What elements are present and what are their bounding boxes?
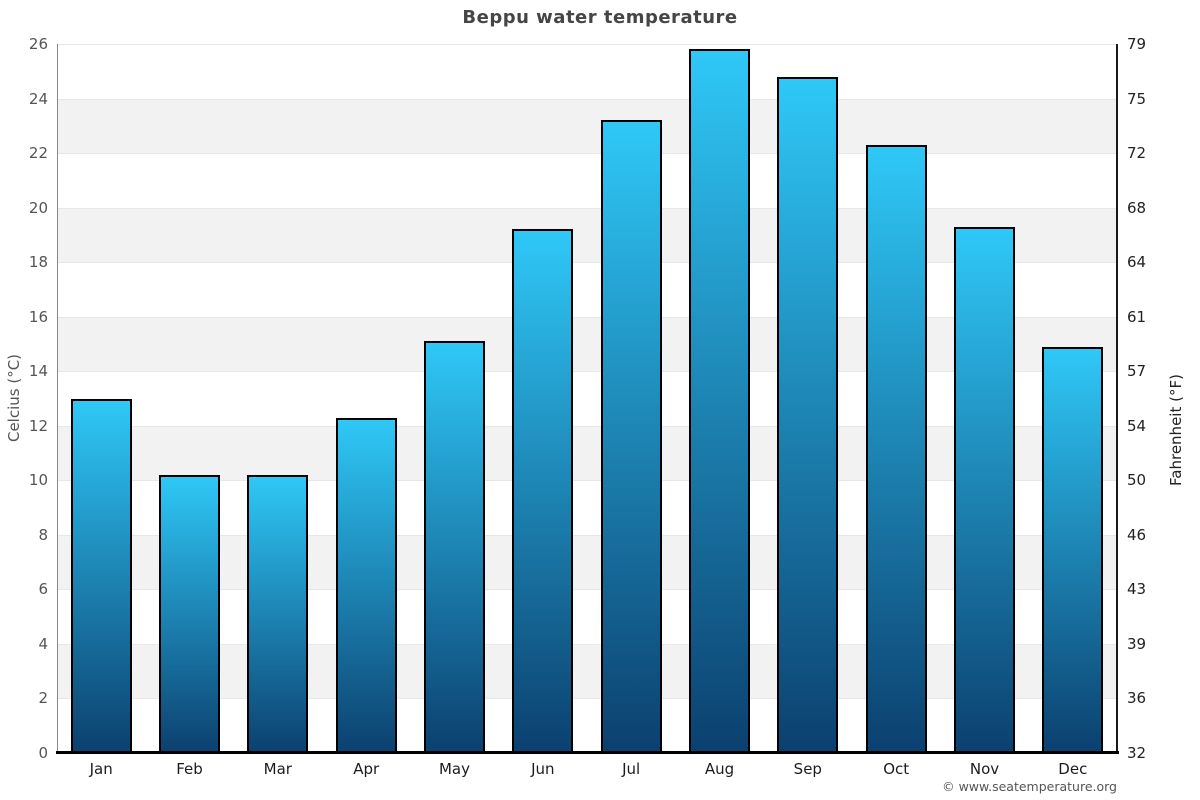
grid-band bbox=[57, 589, 1117, 644]
y-axis-left-tick-label: 18 bbox=[28, 253, 48, 272]
y-axis-right-tick-label: 32 bbox=[1127, 744, 1147, 762]
y-axis-right-tick-label: 79 bbox=[1127, 35, 1147, 53]
chart-title: Beppu water temperature bbox=[462, 7, 738, 28]
x-axis-label-oct: Oct bbox=[883, 760, 910, 778]
grid-band bbox=[57, 44, 1117, 99]
y-axis-right-tick-label: 50 bbox=[1127, 471, 1147, 490]
temperature-bar-jan bbox=[70, 398, 132, 753]
copyright-text: © www.seatemperature.org bbox=[942, 779, 1117, 794]
y-axis-left-tick-label: 10 bbox=[28, 471, 48, 490]
x-axis-label-jul: Jul bbox=[622, 760, 641, 778]
y-axis-right-tick-label: 46 bbox=[1127, 525, 1147, 544]
y-axis-left-tick-label: 4 bbox=[38, 634, 48, 653]
plot-area bbox=[57, 44, 1117, 753]
y-axis-left-tick-label: 8 bbox=[38, 525, 48, 544]
y-axis-left-tick-label: 0 bbox=[38, 744, 48, 762]
grid-band bbox=[57, 534, 1117, 590]
y-axis-line-left bbox=[57, 44, 58, 753]
x-axis-label-sep: Sep bbox=[793, 760, 822, 778]
y-axis-right-tick-label: 72 bbox=[1127, 144, 1147, 163]
x-axis-label-mar: Mar bbox=[263, 760, 292, 778]
temperature-bar-sep bbox=[777, 76, 839, 753]
temperature-bar-jul bbox=[600, 120, 662, 753]
x-axis-labels: Jan Feb Mar Apr May Jun Jul Aug Sep Oct Nov Dec bbox=[57, 760, 1117, 784]
y-axis-left-tick-label: 6 bbox=[38, 580, 48, 599]
temperature-bar-apr bbox=[335, 417, 397, 753]
temperature-bar-oct bbox=[865, 144, 927, 753]
y-axis-left-tick-label: 20 bbox=[28, 198, 48, 217]
y-axis-left-ticks: 26 24 22 20 18 16 14 12 10 8 6 4 2 0 bbox=[0, 35, 48, 762]
y-axis-right-tick-label: 36 bbox=[1127, 689, 1147, 708]
grid-band bbox=[57, 153, 1117, 208]
y-axis-right-tick-label: 57 bbox=[1127, 362, 1147, 381]
temperature-bar-aug bbox=[689, 49, 750, 753]
y-axis-line-right bbox=[1116, 44, 1118, 753]
x-axis-line bbox=[56, 751, 1119, 754]
temperature-bar-mar bbox=[247, 474, 309, 753]
grid-band bbox=[57, 316, 1117, 372]
y-axis-right-tick-label: 39 bbox=[1127, 634, 1147, 653]
x-axis-label-dec: Dec bbox=[1058, 760, 1088, 778]
y-axis-left-tick-label: 16 bbox=[28, 307, 48, 326]
temperature-bar-jun bbox=[512, 229, 574, 753]
grid-band bbox=[57, 480, 1117, 535]
y-axis-left-tick-label: 26 bbox=[28, 35, 48, 53]
y-axis-right-tick-label: 64 bbox=[1127, 253, 1147, 272]
x-axis-label-may: May bbox=[438, 760, 470, 778]
y-axis-right-ticks: 79 75 72 68 64 61 57 54 50 46 43 39 36 32 bbox=[1127, 35, 1187, 762]
grid-band bbox=[57, 98, 1117, 154]
y-axis-right-tick-label: 54 bbox=[1127, 416, 1147, 435]
temperature-bar-dec bbox=[1042, 346, 1104, 753]
grid-band bbox=[57, 698, 1117, 753]
x-axis-label-feb: Feb bbox=[176, 760, 203, 778]
y-axis-right-title: Fahrenheit (°F) bbox=[1167, 374, 1185, 486]
grid-band bbox=[57, 262, 1117, 317]
y-axis-left-tick-label: 12 bbox=[28, 416, 48, 435]
x-axis-label-aug: Aug bbox=[704, 760, 735, 778]
temperature-bar-nov bbox=[954, 226, 1015, 753]
y-axis-right-tick-label: 61 bbox=[1127, 307, 1147, 326]
x-axis-label-jun: Jun bbox=[531, 760, 555, 778]
y-axis-right-tick-label: 43 bbox=[1127, 580, 1147, 599]
y-axis-left-title: Celcius (°C) bbox=[5, 353, 23, 443]
y-axis-left-tick-label: 14 bbox=[28, 362, 48, 381]
grid-band bbox=[57, 207, 1117, 263]
temperature-bar-feb bbox=[159, 474, 220, 753]
grid-band bbox=[57, 371, 1117, 426]
x-axis-label-nov: Nov bbox=[969, 760, 1000, 778]
y-axis-left-tick-label: 24 bbox=[28, 89, 48, 108]
grid-band bbox=[57, 425, 1117, 481]
y-axis-right-tick-label: 75 bbox=[1127, 89, 1147, 108]
grid-band bbox=[57, 643, 1117, 699]
y-axis-right-tick-label: 68 bbox=[1127, 198, 1147, 217]
temperature-bar-may bbox=[424, 341, 485, 753]
y-axis-left-tick-label: 2 bbox=[38, 689, 48, 708]
x-axis-label-apr: Apr bbox=[353, 760, 380, 778]
x-axis-label-jan: Jan bbox=[89, 760, 113, 778]
y-axis-left-tick-label: 22 bbox=[28, 144, 48, 163]
